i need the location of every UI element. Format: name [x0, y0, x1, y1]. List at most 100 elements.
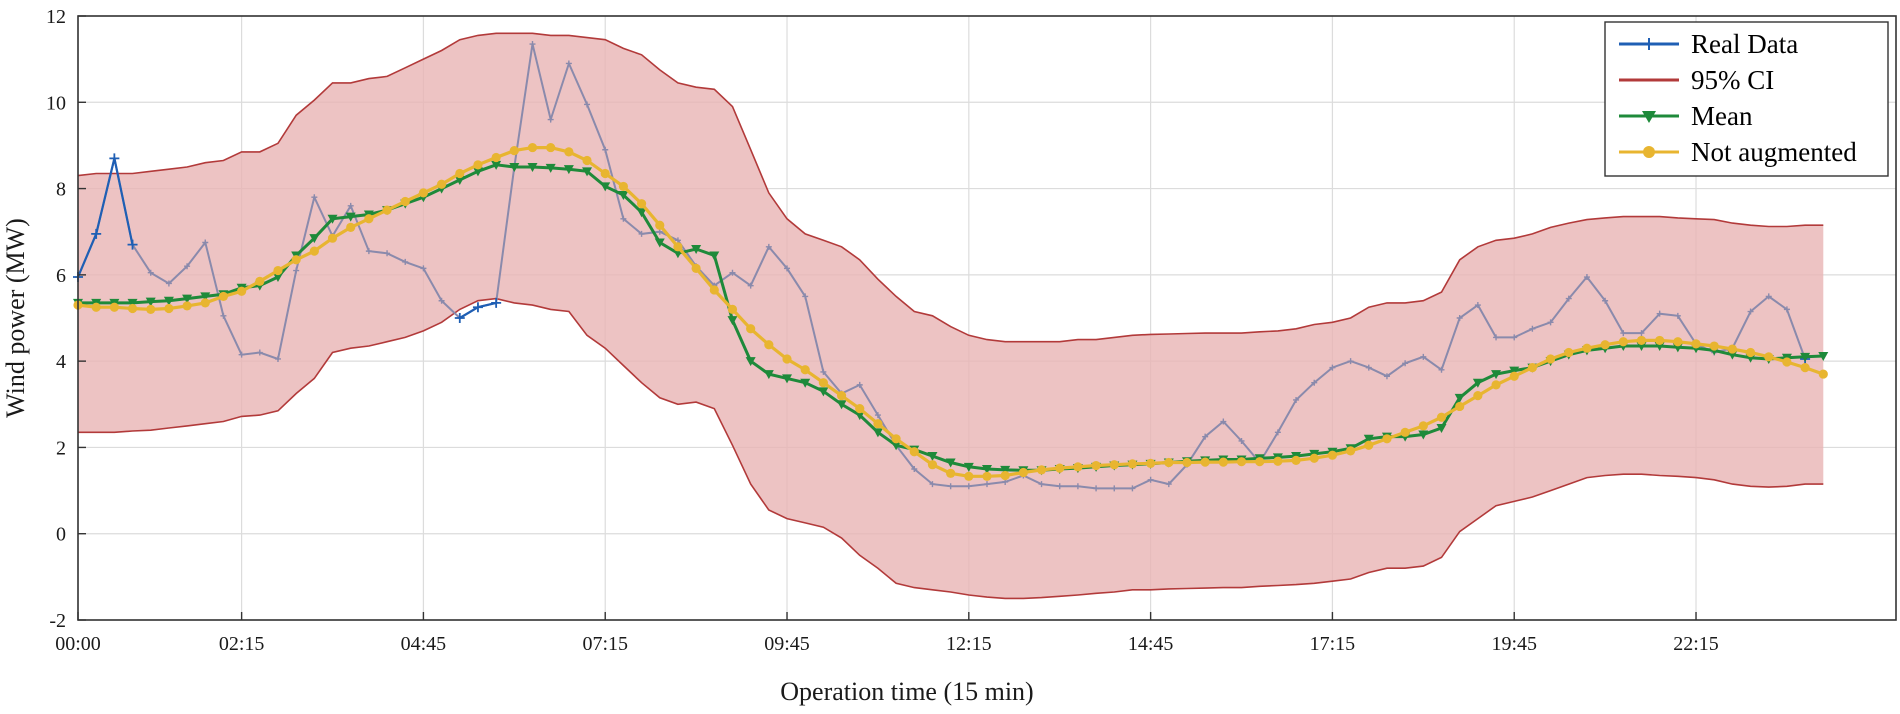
mean-point [636, 208, 647, 218]
mean-point [182, 294, 193, 304]
real-data-point [1747, 308, 1754, 315]
not-augmented-point [1073, 462, 1083, 472]
not-augmented-point [1109, 460, 1119, 470]
not-augmented-point [527, 142, 538, 153]
real-data-point [620, 215, 627, 222]
not-augmented-point [91, 302, 101, 312]
legend-label: Not augmented [1691, 137, 1857, 167]
real-data-highlight-point [127, 239, 138, 250]
not-augmented-point [836, 391, 847, 401]
real-data-point [238, 351, 245, 358]
real-data-point [874, 412, 881, 419]
y-tick-label: 12 [46, 6, 66, 28]
mean-point [1800, 352, 1811, 362]
not-augmented-point [655, 220, 665, 230]
real-data-point [293, 267, 300, 274]
real-data-highlight-line [76, 158, 134, 278]
real-data-point [384, 250, 391, 257]
ci-fill-area [78, 33, 1824, 599]
not-augmented-point [1800, 363, 1810, 373]
mean-point [854, 411, 865, 421]
mean-point [582, 167, 593, 177]
real-data-point [547, 116, 554, 123]
mean-point [145, 297, 156, 307]
real-data-point [1038, 481, 1045, 488]
real-data-point [1783, 306, 1790, 313]
not-augmented-point [1346, 446, 1356, 456]
not-augmented-point [1473, 391, 1483, 401]
real-data-point [1656, 310, 1663, 317]
real-data-line [77, 43, 1807, 490]
y-tick-label: 6 [56, 265, 66, 287]
not-augmented-point [600, 168, 610, 179]
mean-point [454, 175, 465, 185]
real-data-point [1129, 485, 1136, 492]
real-data-point [1583, 274, 1590, 281]
real-data-point [1493, 334, 1500, 341]
not-augmented-point [564, 147, 574, 157]
mean-point [654, 238, 665, 248]
real-data-point [1147, 476, 1154, 483]
not-augmented-point [1764, 352, 1774, 362]
not-augmented-point [218, 291, 229, 302]
real-data-point [747, 282, 754, 289]
legend: Real Data 95% CI Mean Not augmented [1604, 21, 1889, 177]
real-data-point [274, 355, 281, 362]
not-augmented-point [109, 302, 119, 312]
real-data-point [1220, 418, 1227, 425]
mean-point [691, 244, 702, 254]
ci-band [77, 32, 1824, 600]
real-data-point [256, 349, 263, 356]
not-augmented-point [1236, 457, 1247, 467]
not-augmented-point [818, 378, 828, 388]
mean-point [818, 387, 829, 397]
not-augmented-point [1091, 460, 1101, 471]
real-data-point [1438, 366, 1445, 373]
x-axis-ticks: 00:00 02:15 04:45 07:15 09:45 12:15 14:45 17:15… [55, 612, 1719, 655]
not-augmented-point [673, 242, 683, 252]
mean-point [945, 458, 956, 468]
real-data-point [820, 368, 827, 375]
not-augmented-point [200, 298, 210, 308]
not-augmented-series [73, 142, 1828, 481]
not-augmented-point [437, 179, 447, 189]
mean-point [527, 163, 538, 172]
not-augmented-point [782, 354, 792, 364]
real-data-point [1456, 315, 1463, 321]
not-augmented-point [1146, 458, 1156, 468]
not-augmented-point [691, 263, 701, 273]
real-data-point [1329, 364, 1336, 371]
y-tick-label: 10 [46, 92, 66, 114]
not-augmented-point [1309, 453, 1319, 463]
real-data-point [347, 202, 354, 209]
mean-point [709, 251, 720, 261]
ci-upper-line [77, 32, 1824, 343]
y-tick-label: 4 [56, 351, 66, 373]
mean-point [600, 182, 611, 192]
real-data-point [1111, 485, 1118, 492]
real-data-highlight-point [109, 153, 120, 164]
mean-point [872, 428, 883, 438]
not-augmented-point [255, 276, 265, 286]
not-augmented-point [1655, 335, 1665, 346]
real-data-point [1293, 396, 1300, 403]
not-augmented-point [1418, 421, 1428, 431]
x-tick-label: 17:15 [1310, 633, 1356, 655]
real-data-point [220, 312, 227, 319]
x-tick-label: 12:15 [946, 633, 992, 655]
not-augmented-point [1745, 347, 1756, 358]
mean-point [509, 163, 520, 172]
real-data-point [420, 265, 427, 272]
not-augmented-point [1273, 456, 1283, 466]
real-data-point [965, 483, 972, 490]
real-data-point [1202, 433, 1209, 440]
mean-point [200, 292, 211, 302]
ci-lower-line [78, 297, 1824, 600]
not-augmented-point [636, 199, 647, 209]
real-data-point [1529, 325, 1536, 332]
not-augmented-point [1564, 347, 1574, 358]
not-augmented-point [982, 471, 992, 481]
mean-point [272, 273, 283, 283]
not-augmented-point [1600, 340, 1610, 350]
